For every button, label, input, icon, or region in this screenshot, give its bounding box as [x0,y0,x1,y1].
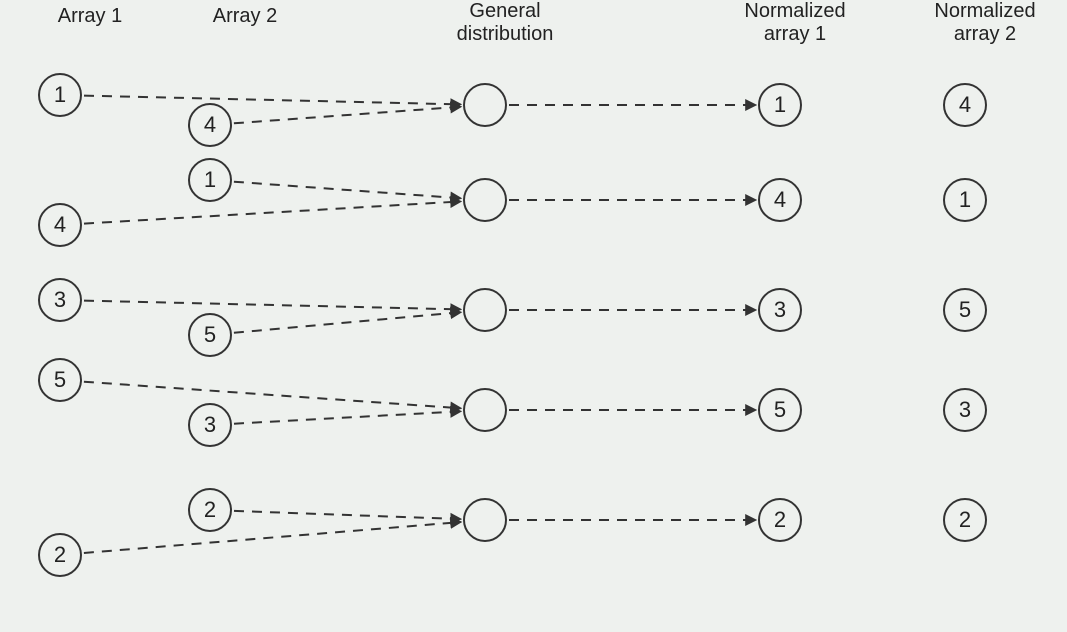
node-array1-3: 5 [38,358,82,402]
edge [234,511,461,519]
edge [84,382,461,409]
edge [234,182,461,199]
column-header-array2: Array 2 [185,5,305,28]
node-norm1-4: 2 [758,498,802,542]
node-general-0 [463,83,507,127]
node-norm2-4: 2 [943,498,987,542]
column-header-norm1: Normalized array 1 [720,0,870,46]
node-general-3 [463,388,507,432]
edge [84,522,461,553]
column-header-general: General distribution [415,0,595,46]
node-array2-1: 1 [188,158,232,202]
node-norm1-2: 3 [758,288,802,332]
edge-layer [0,0,1067,632]
edge [84,96,461,105]
node-norm2-1: 1 [943,178,987,222]
node-array2-0: 4 [188,103,232,147]
node-general-2 [463,288,507,332]
node-norm1-3: 5 [758,388,802,432]
node-array1-1: 4 [38,203,82,247]
node-array2-3: 3 [188,403,232,447]
node-norm1-1: 4 [758,178,802,222]
node-array1-0: 1 [38,73,82,117]
node-norm2-2: 5 [943,288,987,332]
node-array1-2: 3 [38,278,82,322]
node-array2-2: 5 [188,313,232,357]
node-norm2-3: 3 [943,388,987,432]
node-norm1-0: 1 [758,83,802,127]
edge [234,411,461,423]
node-array2-4: 2 [188,488,232,532]
node-array1-4: 2 [38,533,82,577]
edge [84,201,461,223]
column-header-norm2: Normalized array 2 [910,0,1060,46]
edge [234,107,461,124]
edge [234,312,461,333]
column-header-array1: Array 1 [30,5,150,28]
edge [84,301,461,310]
node-general-4 [463,498,507,542]
node-general-1 [463,178,507,222]
node-norm2-0: 4 [943,83,987,127]
